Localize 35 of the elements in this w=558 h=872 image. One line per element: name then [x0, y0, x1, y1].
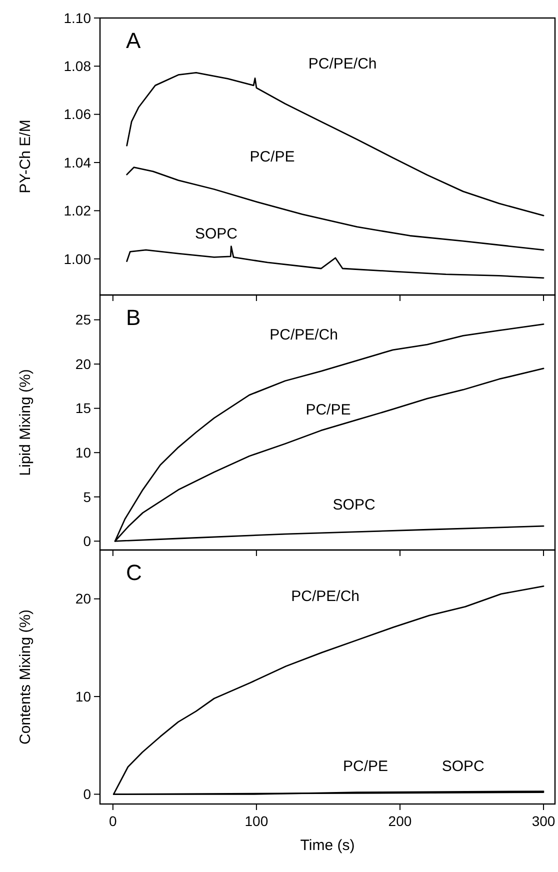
series-label: PC/PE/Ch: [270, 326, 338, 344]
y-tick-label: 5: [83, 488, 92, 505]
y-axis-title: Lipid Mixing (%): [17, 369, 34, 476]
y-tick-label: 1.02: [64, 202, 92, 219]
y-tick-label: 10: [75, 444, 92, 461]
y-tick-label: 0: [83, 786, 92, 802]
y-tick-label: 1.04: [64, 154, 92, 170]
y-tick-label: 15: [75, 400, 92, 416]
series-label: PC/PE: [343, 758, 388, 775]
y-tick-label: 25: [75, 312, 92, 328]
y-tick-label: 20: [75, 356, 92, 372]
annotation: A: [126, 28, 141, 53]
y-axis-title: PY-Ch E/M: [17, 120, 34, 194]
text: PC/PE: [250, 148, 295, 166]
x-tick-label: 200: [388, 813, 412, 829]
y-axis-title: Contents Mixing (%): [17, 609, 34, 745]
x-axis-title: Time (s): [300, 837, 355, 854]
y-tick-label: 20: [75, 590, 92, 607]
annotation: C: [126, 560, 142, 585]
series-label: PC/PE: [306, 402, 351, 419]
series-label: SOPC: [195, 225, 238, 242]
x-tick-label: 300: [532, 813, 556, 829]
y-tick-label: 0: [83, 533, 92, 550]
y-tick-label: 1.00: [64, 250, 92, 267]
series-label: SOPC: [442, 758, 485, 775]
text: PC/PE/Ch: [291, 588, 360, 605]
x-tick-label: 0: [109, 813, 118, 829]
y-tick-label: 1.08: [64, 58, 92, 74]
series-label: SOPC: [332, 496, 376, 514]
x-tick-label: 100: [244, 813, 268, 829]
y-tick-label: 1.10: [64, 10, 92, 26]
text: PC/PE/Ch: [308, 56, 377, 73]
y-tick-label: 10: [75, 688, 92, 704]
y-tick-label: 1.06: [64, 106, 92, 122]
annotation: B: [126, 305, 141, 330]
